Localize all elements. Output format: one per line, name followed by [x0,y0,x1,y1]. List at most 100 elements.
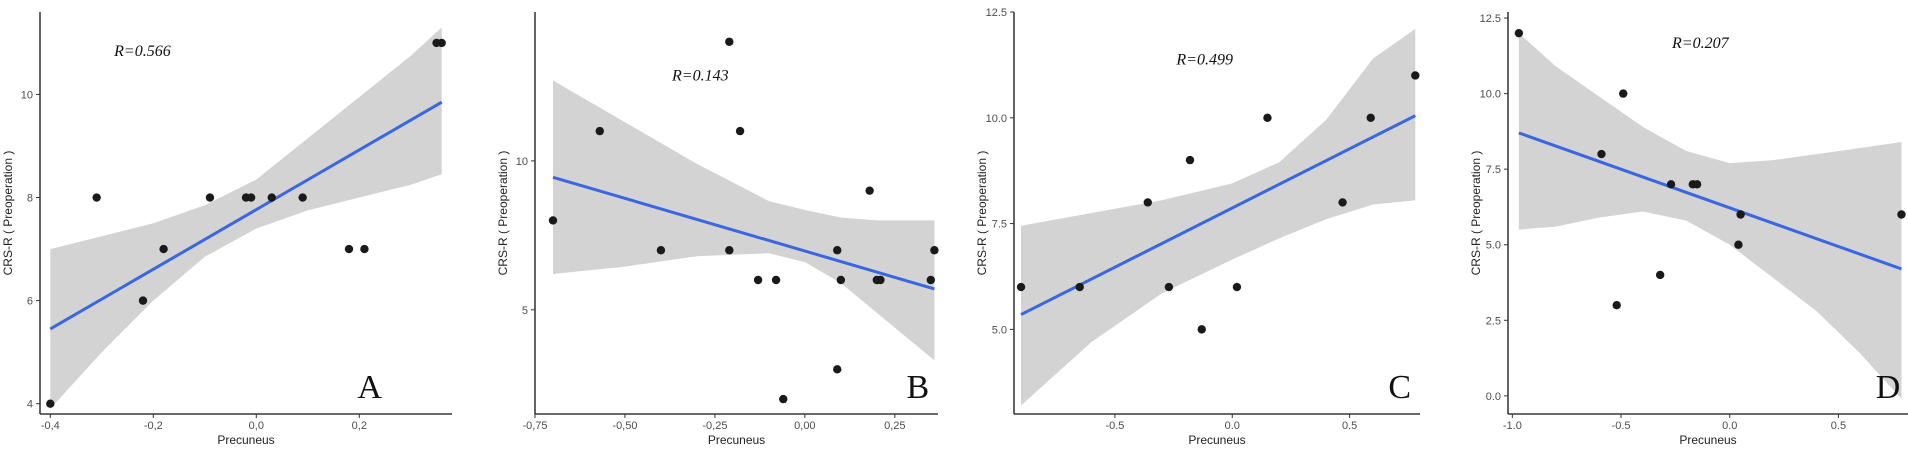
panel-a-data-point-8 [267,193,276,202]
panel-c-data-point-4 [1185,155,1195,165]
panel-b-data-point-10 [833,246,842,255]
panel-b-data-point-11 [833,365,842,374]
panel-d-fit-line [1518,131,1902,271]
panel-b-data-point-12 [836,275,846,285]
panel-b-data-point-9 [779,394,788,404]
panel-c-confidence-band [1021,28,1416,406]
panel-d-data-point-2 [1597,149,1606,159]
panel-c-correlation-label: R=0.499 [1175,51,1233,68]
panel-b-data-point-16 [926,275,936,285]
panel-d-x-tick-label-3: 0.0 [1722,420,1737,432]
panel-a-confidence-band [50,27,442,409]
panel-d-data-point-11 [1897,210,1906,219]
chart-panel-a: -0,4 -0,2 0,0 0,2 4 6 8 10 Precuneus CRS-R ( Preo… [1,12,452,447]
panel-d-x-tick-label-2: -0.5 [1612,420,1631,432]
panel-c-letter: C [1388,369,1411,406]
panel-d-confidence-band [1518,33,1902,399]
panel-b-data-point-15 [876,275,885,285]
panel-b-data-point-8 [771,275,781,285]
panel-a-x-tick-label-1: -0,4 [41,420,60,432]
panel-a-data-point-11 [360,244,369,254]
panel-d-y-tick-label-2: 2.5 [1486,315,1501,327]
panel-a-x-tick-label-4: 0,2 [352,420,367,432]
panel-b-data-point-7 [753,275,763,285]
panel-a-data-point-4 [159,244,168,254]
panel-a-data-point-13 [437,38,446,48]
panel-d-y-tick-label-1: 0.0 [1486,391,1501,403]
panel-c-y-tick-label-2: 7.5 [992,219,1007,231]
panel-c-data-point-10 [1366,113,1375,122]
panel-d-correlation-label: R=0.207 [1671,35,1730,52]
panel-b-x-tick-label-2: -0,50 [612,420,637,432]
panel-b-confidence-band [553,80,935,361]
panel-a-y-tick-label-1: 4 [27,399,33,411]
panel-d-y-tick-label-6: 12.5 [1480,13,1501,25]
panel-c-data-point-5 [1164,282,1174,292]
panel-d-data-point-8 [1692,180,1702,189]
panel-a-y-tick-label-4: 10 [21,89,33,101]
panel-b-data-point-2 [595,126,604,136]
panel-b-correlation-label: R=0.143 [671,67,729,84]
panel-d-y-tick-label-5: 10.0 [1480,89,1501,101]
panel-a-data-point-2 [92,193,101,202]
panel-b-data-point-5 [725,37,734,46]
panel-c-x-tick-label-3: 0.5 [1342,420,1357,432]
chart-panel-c: -0.5 0.0 0.5 5.0 7.5 10.0 12.5 Precuneus CRS-R (… [975,7,1420,447]
panel-a-data-point-9 [298,193,307,202]
panel-a-y-tick-label-2: 6 [27,296,33,308]
panel-c-x-tick-label-1: -0.5 [1105,420,1124,432]
panel-b-y-tick-label-1: 5 [522,305,528,317]
panel-d-data-point-1 [1514,28,1524,38]
chart-panel-d: -1.0 -0.5 0.0 0.5 0.0 2.5 5.0 7.5 10.0 12.5 Precun… [1469,12,1908,447]
panel-c-fit-line [1020,114,1416,316]
panel-b-y-tick-label-2: 10 [516,156,528,168]
panel-a-data-point-1 [46,399,55,408]
panel-b-letter: B [907,369,930,406]
panel-d-y-axis-title: CRS-R ( Preoperation ) [1469,151,1483,276]
panel-d-data-point-6 [1666,180,1676,189]
panel-b-x-tick-label-5: 0,25 [884,420,905,432]
panel-c-x-axis-title: Precuneus [1188,433,1245,447]
panel-c-data-point-2 [1075,282,1084,292]
panel-d-y-tick-label-3: 5.0 [1486,240,1501,252]
panel-b-data-point-3 [656,246,666,255]
panel-c-data-point-1 [1016,282,1026,292]
panel-b-data-point-17 [930,246,939,255]
panel-d-x-axis-title: Precuneus [1679,433,1736,447]
panel-d-x-tick-label-4: 0.5 [1831,420,1846,432]
panel-d-data-point-5 [1655,270,1665,280]
panel-d-data-point-9 [1734,240,1743,249]
panel-b-x-axis-title: Precuneus [708,433,765,447]
panel-d-data-point-3 [1619,89,1628,98]
panel-a-letter: A [357,369,382,406]
panel-a-data-point-5 [205,193,215,202]
panel-c-x-tick-label-2: 0.0 [1225,420,1240,432]
panel-a-x-tick-label-3: 0,0 [249,420,264,432]
panel-b-data-point-4 [725,246,734,255]
panel-a-data-point-10 [344,244,354,254]
panel-b-data-point-1 [548,216,558,225]
panel-b-x-tick-label-1: -0,75 [522,420,547,432]
panel-d-y-tick-label-4: 7.5 [1486,164,1501,176]
panel-a-data-point-7 [246,193,256,202]
panel-a-x-axis-title: Precuneus [217,433,274,447]
panel-d-data-point-10 [1736,210,1745,219]
panel-b-fit-line [552,175,935,291]
panel-b-y-axis-title: CRS-R ( Preoperation ) [496,151,510,276]
panel-c-data-point-7 [1232,282,1242,292]
panel-c-y-tick-label-4: 12.5 [986,7,1007,19]
chart-panel-b: -0,75 -0,50 -0,25 0,00 0,25 5 10 Precuneus CRS-R… [496,12,939,447]
panel-c-y-axis-title: CRS-R ( Preoperation ) [975,151,989,276]
panel-c-data-point-6 [1197,325,1206,334]
panel-b-data-point-13 [865,186,874,195]
panel-a-fit-line [49,100,443,331]
panel-c-y-tick-label-3: 10.0 [986,113,1007,125]
panel-a-y-tick-label-3: 8 [27,193,33,205]
panel-d-x-tick-label-1: -1.0 [1503,420,1522,432]
panel-b-x-tick-label-3: -0,25 [702,420,727,432]
panel-d-letter: D [1876,369,1901,406]
panel-c-data-point-8 [1263,113,1272,122]
panel-a-data-point-3 [138,296,148,305]
panel-d-data-point-4 [1612,300,1621,310]
